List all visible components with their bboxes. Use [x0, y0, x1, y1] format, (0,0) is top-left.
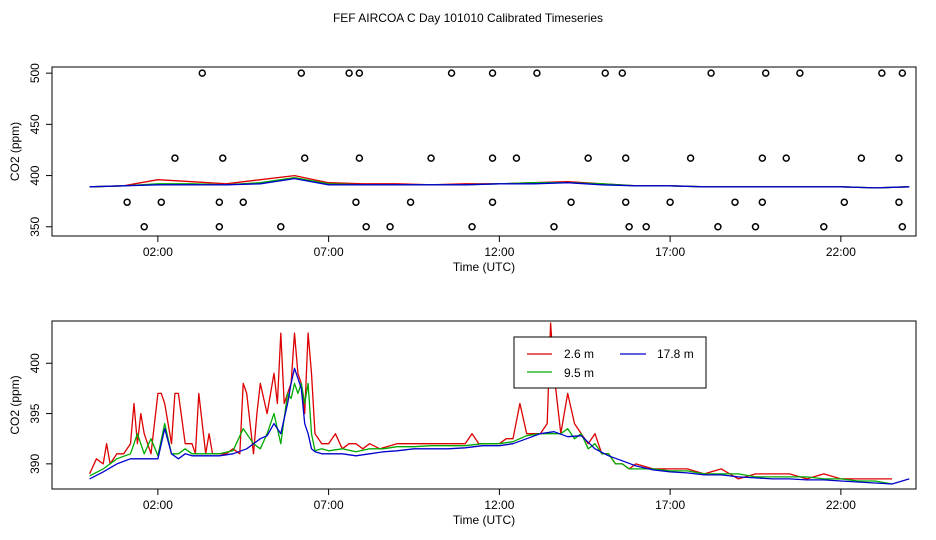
calibration-point: [796, 69, 804, 77]
y-axis-label: CO2 (ppm): [8, 122, 22, 181]
calibration-point: [898, 223, 907, 231]
calibration-point: [198, 69, 207, 77]
calibration-point: [239, 198, 247, 206]
calibration-point: [140, 223, 148, 231]
legend-label-17.8m: 17.8 m: [657, 347, 694, 361]
calibration-point: [666, 198, 674, 206]
ambient-timeseries-panel: 02:00 07:00 12:00 17:00 22:00 390 395 400 Time…: [8, 320, 917, 527]
calibration-point: [488, 69, 497, 77]
calibration-point: [123, 198, 131, 206]
calibration-point: [761, 69, 770, 77]
calibration-point: [215, 223, 224, 231]
series-lines: [89, 322, 910, 485]
x-tick-label: 22:00: [826, 498, 856, 512]
calibration-point: [898, 69, 907, 77]
calibration-point: [714, 223, 722, 231]
y-tick-label: 400: [28, 165, 42, 185]
series-lines: [89, 174, 910, 189]
calibration-point: [707, 69, 715, 77]
x-tick-label: 17:00: [655, 245, 685, 259]
x-tick-label: 07:00: [314, 498, 344, 512]
y-tick-label: 500: [28, 63, 42, 83]
calibration-point: [625, 223, 633, 231]
x-tick-label: 12:00: [484, 245, 514, 259]
series-line-17.8m: [89, 177, 910, 189]
legend-label-2.6m: 2.6 m: [564, 347, 594, 361]
x-axis-label: Time (UTC): [453, 513, 515, 527]
calibration-point: [840, 198, 849, 206]
y-tick-label: 395: [28, 403, 42, 423]
series-line-17.8m: [89, 367, 910, 485]
calibration-point: [300, 154, 309, 162]
calibration-point: [550, 223, 558, 231]
calibration-point: [878, 69, 886, 77]
x-tick-label: 02:00: [143, 245, 173, 259]
y-tick-label: 400: [28, 353, 42, 373]
calibration-point: [758, 198, 767, 206]
calibrated-timeseries-panel: 02:00 07:00 12:00 17:00 22:00 350 400 450 500 T…: [8, 63, 917, 274]
calibration-point: [895, 198, 903, 206]
calibration-point: [447, 69, 456, 77]
chart-title: FEF AIRCOA C Day 101010 Calibrated Times…: [333, 11, 603, 25]
calibration-point: [751, 223, 760, 231]
calibration-point: [427, 154, 435, 162]
calibration-point: [567, 198, 575, 206]
x-tick-label: 22:00: [826, 245, 856, 259]
calibration-point: [686, 154, 695, 162]
y-axis: 390 395 400: [28, 353, 52, 474]
calibration-point: [488, 154, 497, 162]
calibration-point: [297, 69, 306, 77]
y-tick-label: 350: [28, 216, 42, 236]
calibration-point: [215, 198, 224, 206]
calibration-point: [621, 154, 630, 162]
calibration-point: [219, 154, 227, 162]
calibration-point: [758, 154, 767, 162]
calibration-point: [857, 154, 866, 162]
calibration-point: [895, 154, 903, 162]
series-line-9.5m: [89, 382, 893, 485]
calibration-point: [642, 223, 650, 231]
calibration-points: [123, 69, 907, 231]
calibration-point: [512, 154, 521, 162]
plot-frame: [51, 66, 917, 237]
calibration-point: [782, 154, 790, 162]
legend: 2.6 m 9.5 m 17.8 m: [513, 336, 707, 389]
x-axis: 02:00 07:00 12:00 17:00 22:00: [143, 489, 856, 512]
calibration-point: [386, 223, 394, 231]
y-axis: 350 400 450 500: [28, 63, 52, 237]
calibration-point: [352, 198, 360, 206]
calibration-point: [277, 223, 285, 231]
plot-frame: [51, 320, 917, 490]
x-tick-label: 02:00: [143, 498, 173, 512]
series-line-2.6m: [89, 174, 910, 189]
calibration-point: [621, 198, 630, 206]
legend-label-9.5m: 9.5 m: [564, 366, 594, 380]
calibration-point: [584, 154, 592, 162]
calibration-point: [731, 198, 739, 206]
calibration-point: [601, 69, 609, 77]
calibration-point: [345, 69, 353, 77]
x-tick-label: 12:00: [484, 498, 514, 512]
x-axis-label: Time (UTC): [453, 260, 515, 274]
x-tick-label: 17:00: [655, 498, 685, 512]
calibration-point: [406, 198, 415, 206]
calibration-point: [355, 69, 364, 77]
calibration-point: [468, 223, 476, 231]
y-tick-label: 390: [28, 454, 42, 474]
calibration-point: [157, 198, 166, 206]
calibration-point: [171, 154, 179, 162]
calibration-point: [488, 198, 497, 206]
y-axis-label: CO2 (ppm): [8, 375, 22, 434]
legend-box: [513, 336, 707, 389]
y-tick-label: 450: [28, 114, 42, 134]
calibration-point: [820, 223, 828, 231]
x-tick-label: 07:00: [314, 245, 344, 259]
calibration-point: [355, 154, 364, 162]
x-axis: 02:00 07:00 12:00 17:00 22:00: [143, 236, 856, 259]
calibration-point: [533, 69, 541, 77]
calibration-point: [618, 69, 627, 77]
calibration-point: [362, 223, 370, 231]
